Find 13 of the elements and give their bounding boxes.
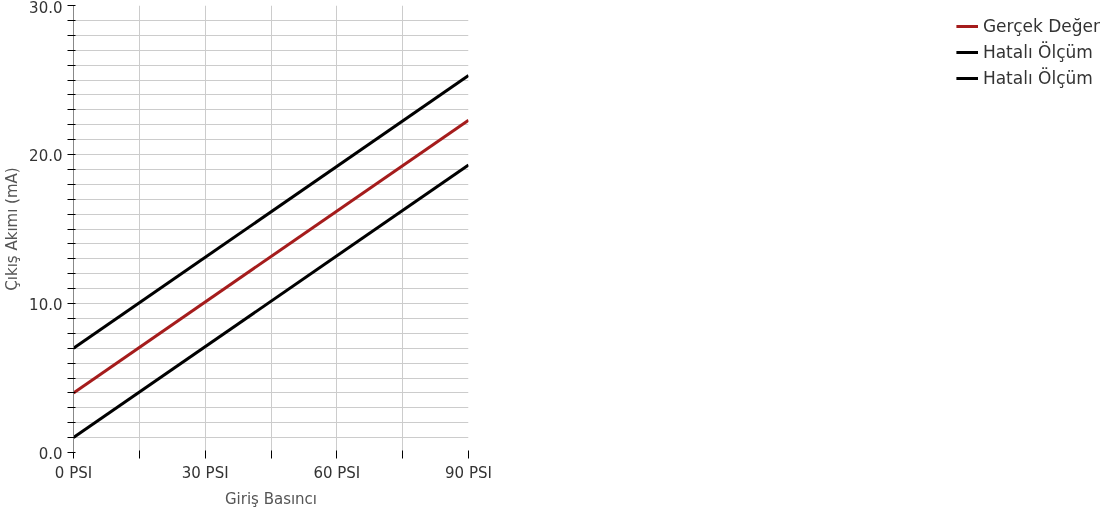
x-tick-label: 30 PSI (181, 463, 229, 482)
x-tick-label: 90 PSI (445, 463, 492, 482)
y-tick-label: 30.0 (29, 0, 63, 17)
y-tick-label: 0.0 (38, 444, 63, 463)
x-axis-title: Giriş Basıncı (224, 489, 318, 508)
legend-label: Hatalı Ölçüm (982, 42, 1093, 62)
x-tick-label: 60 PSI (313, 463, 361, 482)
y-tick-label: 10.0 (29, 295, 63, 314)
y-tick-label: 20.0 (29, 146, 63, 165)
legend-label: Hatalı Ölçüm (982, 68, 1093, 88)
x-tick-label: 0 PSI (54, 463, 93, 482)
y-axis-title: Çıkış Akımı (mA) (3, 167, 22, 291)
legend-label: Gerçek Değer (982, 16, 1100, 36)
